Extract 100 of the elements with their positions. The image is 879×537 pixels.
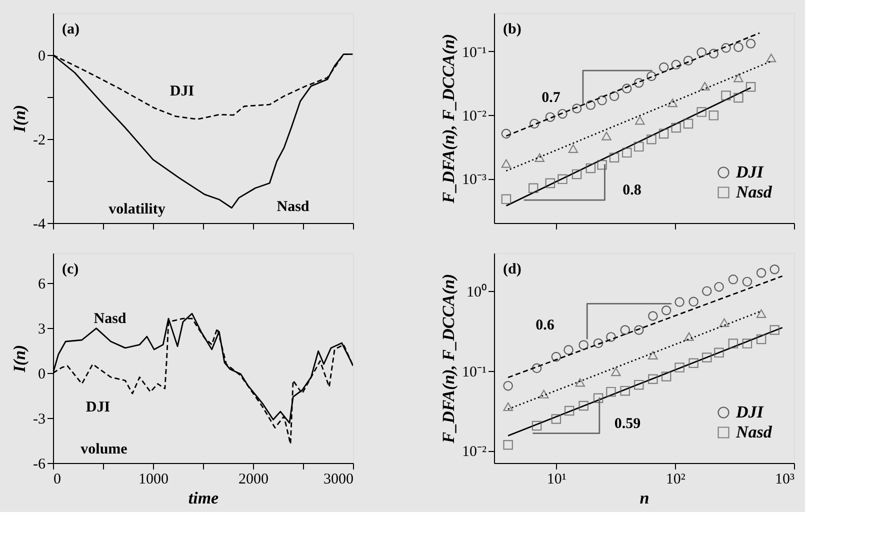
point	[683, 56, 694, 66]
annotation: 0.59	[614, 416, 641, 432]
point	[770, 264, 780, 274]
point	[746, 82, 756, 92]
point	[721, 43, 731, 53]
point	[586, 163, 596, 174]
x-tick-label: 10³	[775, 472, 795, 488]
point	[648, 374, 658, 384]
point	[622, 148, 632, 158]
point	[688, 296, 698, 307]
point	[674, 362, 684, 372]
point	[702, 352, 712, 362]
point	[756, 334, 766, 344]
point	[551, 352, 562, 362]
point	[671, 60, 681, 70]
point	[534, 153, 545, 162]
point	[634, 142, 644, 152]
point	[572, 104, 582, 114]
point	[658, 62, 669, 72]
point	[721, 90, 731, 100]
point	[702, 286, 712, 296]
point	[674, 297, 684, 307]
point	[578, 340, 588, 350]
y-tick-label: 10⁻¹	[462, 364, 486, 380]
point	[572, 169, 582, 180]
y-axis-title: I(n)	[10, 344, 30, 374]
legend-label: DJI	[735, 162, 765, 182]
point	[538, 390, 549, 398]
annotation: volume	[80, 441, 128, 458]
point	[734, 42, 744, 52]
point	[597, 96, 607, 106]
y-tick-label: -6	[33, 456, 46, 472]
legend-label: DJI	[735, 402, 765, 422]
point	[620, 325, 630, 335]
x-tick-label: 3000	[324, 472, 354, 488]
point	[661, 305, 672, 316]
annotation: DJI	[86, 399, 110, 416]
point	[634, 325, 644, 335]
point	[646, 134, 656, 144]
point	[622, 84, 632, 94]
annotation: 0.6	[536, 317, 555, 334]
point	[734, 92, 744, 103]
point	[708, 110, 719, 120]
x-axis-title: n	[640, 488, 650, 508]
annotation: 0.8	[622, 182, 642, 198]
point	[551, 414, 562, 424]
x-tick-label: 10¹	[546, 472, 566, 488]
point	[620, 386, 630, 396]
point	[696, 47, 706, 58]
point	[708, 48, 719, 59]
y-tick-label: 10⁻¹	[462, 44, 486, 61]
point	[742, 338, 752, 348]
point	[606, 386, 616, 397]
annotation: Nasd	[94, 311, 127, 328]
y-tick-label: -2	[33, 132, 46, 148]
annotation: 0.7	[542, 90, 561, 106]
legend-label: Nasd	[735, 182, 772, 202]
point	[728, 338, 738, 348]
point	[688, 358, 698, 368]
point	[634, 78, 644, 88]
point	[746, 38, 756, 48]
point	[593, 338, 604, 348]
x-axis-title: time	[188, 488, 220, 508]
y-tick-label: 10⁻²	[462, 444, 487, 460]
point	[564, 406, 574, 416]
point	[646, 71, 656, 82]
point	[634, 380, 644, 390]
y-tick-label: -4	[33, 216, 46, 232]
y-tick-label: 3	[38, 322, 46, 338]
point	[714, 348, 724, 358]
point	[714, 282, 724, 292]
point	[696, 107, 706, 117]
point	[597, 160, 607, 170]
point	[671, 122, 681, 133]
y-tick-label: 10⁰	[466, 284, 486, 301]
annotation: DJI	[170, 84, 194, 100]
point	[658, 128, 669, 139]
x-tick-label: 2000	[238, 472, 268, 488]
x-tick-label: 1000	[138, 472, 168, 488]
x-tick-label: 10²	[666, 472, 686, 488]
y-tick-label: 0	[38, 366, 46, 382]
point	[593, 393, 604, 404]
point	[609, 152, 620, 163]
y-axis-title: F_DFA(n), F_DCCA(n)	[439, 34, 458, 204]
y-tick-label: 6	[38, 276, 46, 292]
annotation: (b)	[503, 21, 522, 38]
point	[648, 311, 658, 321]
legend-label: Nasd	[735, 422, 772, 442]
annotation: (c)	[62, 261, 79, 278]
point	[756, 268, 766, 278]
point	[606, 332, 616, 342]
y-tick-label: 10⁻²	[462, 108, 487, 124]
y-axis-title: F_DFA(n), F_DCCA(n)	[439, 274, 458, 444]
point	[661, 372, 672, 382]
point	[609, 91, 620, 102]
point	[770, 325, 780, 335]
point	[683, 118, 694, 129]
y-tick-label: 0	[38, 48, 46, 64]
point	[742, 276, 752, 287]
point	[728, 274, 738, 284]
